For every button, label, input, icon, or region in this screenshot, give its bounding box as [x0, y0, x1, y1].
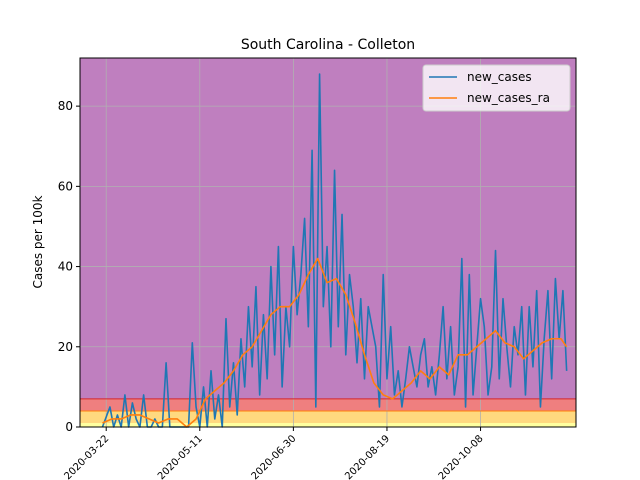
risk-bands	[80, 58, 576, 427]
plot-frame	[79, 57, 577, 428]
y-tick-label-1: 20	[58, 340, 73, 354]
x-axis-ticks: 2020-03-22 2020-05-11 2020-06-30 2020-08-19…	[62, 427, 486, 480]
y-tick-label-2: 40	[58, 260, 73, 274]
legend-label-new_cases: new_cases	[467, 70, 532, 84]
y-tick-label-4: 80	[58, 99, 73, 113]
x-tick-label-3: 2020-08-19	[343, 433, 392, 480]
series-line-new_cases_ra	[102, 257, 568, 428]
y-tick-label-0: 0	[65, 420, 73, 434]
band-3	[80, 422, 576, 427]
x-tick-label-1: 2020-05-11	[156, 433, 205, 480]
y-axis-label: Cases per 100k	[31, 195, 45, 288]
x-tick-label-0: 2020-03-22	[62, 433, 111, 480]
legend: new_cases new_cases_ra	[422, 64, 571, 112]
legend-label-new_cases_ra: new_cases_ra	[467, 91, 550, 105]
y-tick-label-3: 60	[58, 179, 73, 193]
legend-box	[422, 64, 571, 112]
chart-title: South Carolina - Colleton	[241, 37, 415, 53]
band-2	[80, 410, 576, 423]
y-axis-ticks: 0 20 40 60 80	[58, 99, 80, 434]
x-tick-label-4: 2020-10-08	[437, 433, 486, 480]
x-tick-label-2: 2020-06-30	[250, 433, 299, 480]
band-1	[80, 398, 576, 411]
